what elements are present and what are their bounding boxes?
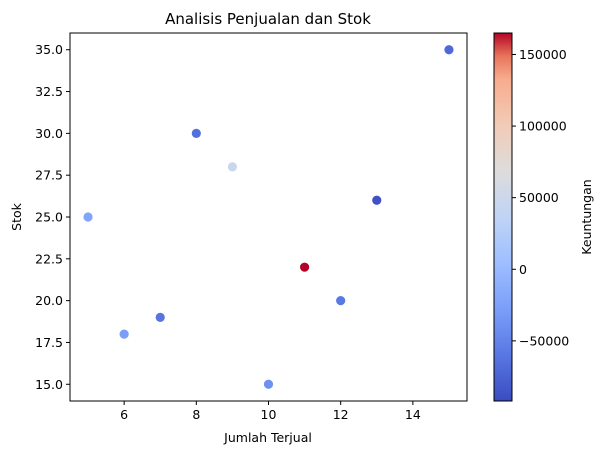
colorbar-label: Keuntungan — [579, 179, 594, 254]
y-tick-label: 32.5 — [35, 84, 63, 99]
scatter-point — [155, 312, 165, 322]
x-tick-label: 12 — [333, 407, 349, 422]
y-tick-label: 15.0 — [35, 377, 63, 392]
y-tick-label: 27.5 — [35, 168, 63, 183]
colorbar-tick-label: 0 — [519, 262, 527, 277]
colorbar-tick-label: −50000 — [519, 333, 569, 348]
y-tick-label: 30.0 — [35, 126, 63, 141]
scatter-point — [336, 296, 346, 306]
scatter-point — [444, 45, 454, 55]
plot-area — [69, 32, 468, 402]
scatter-point — [119, 329, 129, 339]
x-tick-label: 10 — [261, 407, 277, 422]
scatter-points — [83, 45, 454, 389]
y-tick-label: 22.5 — [35, 251, 63, 266]
y-tick-label: 20.0 — [35, 293, 63, 308]
y-tick-label: 25.0 — [35, 210, 63, 225]
scatter-point — [191, 128, 201, 138]
x-axis-label: Jumlah Terjual — [223, 430, 312, 445]
scatter-point — [227, 162, 238, 172]
colorbar — [493, 32, 513, 402]
x-tick-label: 6 — [120, 407, 128, 422]
scatter-point — [83, 212, 93, 222]
colorbar-tick-label: 50000 — [519, 190, 559, 205]
scatter-point — [372, 195, 382, 205]
colorbar-tick-label: 150000 — [519, 47, 567, 62]
x-tick-label: 8 — [192, 407, 200, 422]
y-axis: 15.0 17.5 20.0 22.5 25.0 27.5 30.0 32.5 35.0 — [35, 42, 70, 392]
y-tick-label: 17.5 — [35, 335, 63, 350]
x-axis: 6 8 10 12 14 — [120, 401, 421, 422]
scatter-point — [299, 262, 310, 272]
x-tick-label: 14 — [405, 407, 421, 422]
colorbar-ticks: 150000 100000 50000 0 −50000 — [512, 47, 569, 348]
chart-title: Analisis Penjualan dan Stok — [165, 10, 371, 28]
y-tick-label: 35.0 — [35, 42, 63, 57]
scatter-point — [263, 379, 274, 389]
y-axis-label: Stok — [9, 202, 24, 230]
colorbar-tick-label: 100000 — [519, 119, 567, 134]
